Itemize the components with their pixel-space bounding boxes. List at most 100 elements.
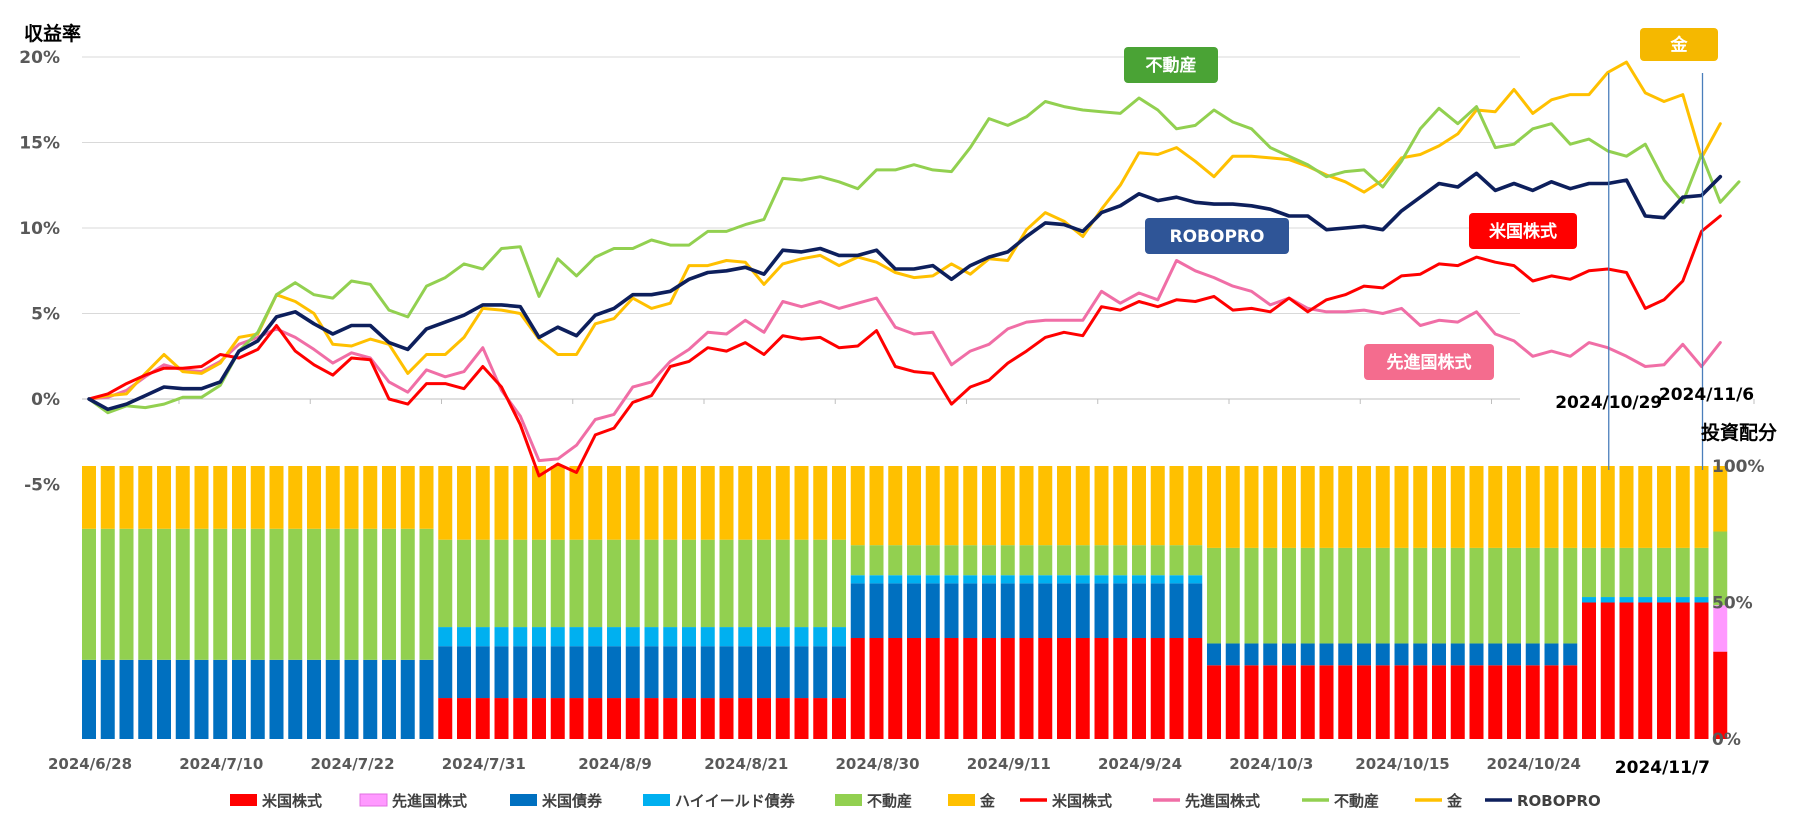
allocation-bar-4 bbox=[550, 539, 565, 628]
allocation-bar-5 bbox=[1300, 466, 1315, 548]
allocation-bar-5 bbox=[907, 466, 921, 546]
x-tick-label: 2024/9/24 bbox=[1098, 755, 1182, 773]
allocation-bar-3 bbox=[457, 627, 471, 647]
allocation-bar-0 bbox=[832, 698, 846, 739]
allocation-bar-4 bbox=[1413, 547, 1428, 644]
allocation-bar-0 bbox=[1675, 602, 1690, 739]
allocation-bar-3 bbox=[1150, 575, 1165, 584]
allocation-bar-5 bbox=[1282, 466, 1296, 548]
allocation-bar-0 bbox=[1394, 665, 1409, 739]
callout-label: 不動産 bbox=[1146, 55, 1197, 76]
allocation-bar-4 bbox=[588, 539, 603, 628]
allocation-bar-4 bbox=[232, 528, 246, 660]
allocation-bar-2 bbox=[1169, 583, 1184, 638]
allocation-bar-4 bbox=[1207, 547, 1221, 644]
final-date-label: 2024/11/7 bbox=[1615, 758, 1710, 778]
allocation-bar-2 bbox=[1000, 583, 1015, 638]
allocation-bar-5 bbox=[794, 466, 809, 540]
allocation-bar-3 bbox=[1038, 575, 1053, 584]
allocation-bar-0 bbox=[1319, 665, 1334, 739]
allocation-bar-2 bbox=[982, 583, 996, 638]
allocation-bar-2 bbox=[1394, 643, 1409, 666]
allocation-bar-2 bbox=[738, 646, 753, 699]
legend-label: 金 bbox=[979, 792, 996, 810]
allocation-bar-5 bbox=[1619, 466, 1634, 548]
allocation-bar-0 bbox=[850, 637, 865, 739]
allocation-bar-3 bbox=[532, 627, 546, 647]
allocation-bar-4 bbox=[1450, 547, 1465, 644]
allocation-bar-4 bbox=[813, 539, 828, 628]
allocation-bar-2 bbox=[513, 646, 528, 699]
allocation-bar-5 bbox=[1132, 466, 1146, 546]
allocation-bar-3 bbox=[738, 627, 753, 647]
allocation-bar-2 bbox=[119, 659, 134, 739]
allocation-bar-2 bbox=[400, 659, 415, 739]
legend-label: 不動産 bbox=[867, 792, 912, 810]
allocation-bar-2 bbox=[925, 583, 940, 638]
allocation-bar-4 bbox=[794, 539, 809, 628]
allocation-bar-5 bbox=[419, 466, 434, 529]
allocation-bar-5 bbox=[157, 466, 171, 529]
allocation-bar-0 bbox=[1582, 602, 1596, 739]
allocation-bar-2 bbox=[1375, 643, 1390, 666]
allocation-bar-4 bbox=[663, 539, 678, 628]
allocation-bar-5 bbox=[1188, 466, 1203, 546]
allocation-bar-4 bbox=[625, 539, 640, 628]
allocation-bar-4 bbox=[682, 539, 696, 628]
allocation-bar-2 bbox=[1019, 583, 1034, 638]
allocation-bar-4 bbox=[944, 545, 959, 576]
allocation-bar-5 bbox=[1319, 466, 1334, 548]
allocation-bar-2 bbox=[232, 659, 246, 739]
allocation-bar-2 bbox=[494, 646, 509, 699]
allocation-bar-4 bbox=[1225, 547, 1240, 644]
legend-label: 米国株式 bbox=[1052, 792, 1112, 810]
allocation-bar-0 bbox=[1225, 665, 1240, 739]
allocation-bar-4 bbox=[1150, 545, 1165, 576]
allocation-bar-4 bbox=[175, 528, 190, 660]
y-tick-label: 5% bbox=[31, 305, 60, 325]
allocation-bar-2 bbox=[325, 659, 340, 739]
legend-swatch bbox=[948, 794, 975, 806]
allocation-bar-0 bbox=[1038, 637, 1053, 739]
allocation-bar-4 bbox=[1469, 547, 1484, 644]
allocation-bar-5 bbox=[1469, 466, 1484, 548]
allocation-bar-5 bbox=[232, 466, 246, 529]
allocation-bar-4 bbox=[1319, 547, 1334, 644]
allocation-bar-2 bbox=[100, 659, 115, 739]
allocation-bar-5 bbox=[719, 466, 734, 540]
allocation-bar-4 bbox=[1169, 545, 1184, 576]
allocation-bar-2 bbox=[457, 646, 471, 699]
allocation-bar-2 bbox=[1525, 643, 1540, 666]
allocation-bar-0 bbox=[1075, 637, 1090, 739]
allocation-bar-5 bbox=[625, 466, 640, 540]
allocation-bar-2 bbox=[1263, 643, 1278, 666]
allocation-bar-4 bbox=[400, 528, 415, 660]
allocation-bar-5 bbox=[1507, 466, 1521, 548]
allocation-bar-5 bbox=[869, 466, 884, 546]
allocation-bar-5 bbox=[269, 466, 284, 529]
allocation-bar-4 bbox=[1057, 545, 1071, 576]
allocation-bar-4 bbox=[1038, 545, 1053, 576]
allocation-bar-0 bbox=[1300, 665, 1315, 739]
allocation-bar-5 bbox=[1394, 466, 1409, 548]
allocation-bar-5 bbox=[438, 466, 453, 540]
allocation-bar-3 bbox=[607, 627, 621, 647]
y-tick-label: 15% bbox=[19, 134, 60, 154]
allocation-bar-3 bbox=[1000, 575, 1015, 584]
allocation-bar-3 bbox=[1582, 597, 1596, 603]
allocation-bar-5 bbox=[644, 466, 659, 540]
allocation-bar-4 bbox=[438, 539, 453, 628]
allocation-bar-2 bbox=[1469, 643, 1484, 666]
allocation-bar-2 bbox=[1300, 643, 1315, 666]
allocation-bar-2 bbox=[175, 659, 190, 739]
allocation-bar-2 bbox=[382, 659, 396, 739]
allocation-bar-2 bbox=[1132, 583, 1146, 638]
allocation-bar-3 bbox=[1075, 575, 1090, 584]
allocation-bar-0 bbox=[869, 637, 884, 739]
allocation-bar-0 bbox=[813, 698, 828, 739]
allocation-bar-5 bbox=[1713, 466, 1728, 532]
allocation-bar-4 bbox=[1432, 547, 1446, 644]
allocation-bar-5 bbox=[607, 466, 621, 540]
allocation-bar-4 bbox=[307, 528, 321, 660]
